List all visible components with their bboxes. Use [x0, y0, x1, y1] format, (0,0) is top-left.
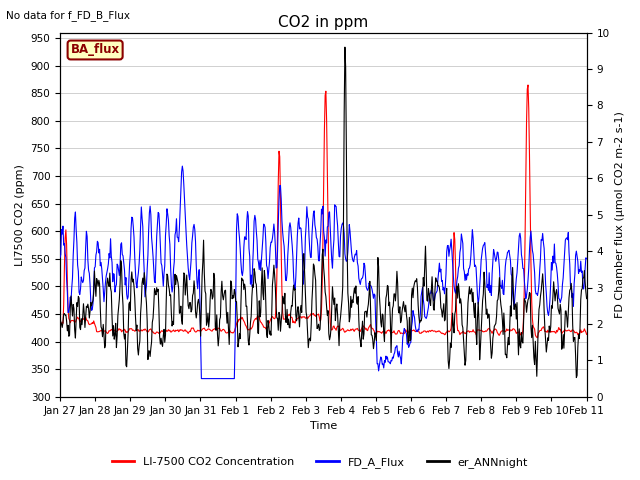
Text: BA_flux: BA_flux [70, 44, 120, 57]
X-axis label: Time: Time [310, 421, 337, 432]
Title: CO2 in ppm: CO2 in ppm [278, 15, 369, 30]
Y-axis label: LI7500 CO2 (ppm): LI7500 CO2 (ppm) [15, 164, 25, 265]
Legend: LI-7500 CO2 Concentration, FD_A_Flux, er_ANNnight: LI-7500 CO2 Concentration, FD_A_Flux, er… [108, 452, 532, 472]
Text: No data for f_FD_B_Flux: No data for f_FD_B_Flux [6, 10, 131, 21]
Y-axis label: FD Chamber flux (µmol CO2 m-2 s-1): FD Chamber flux (µmol CO2 m-2 s-1) [615, 111, 625, 318]
